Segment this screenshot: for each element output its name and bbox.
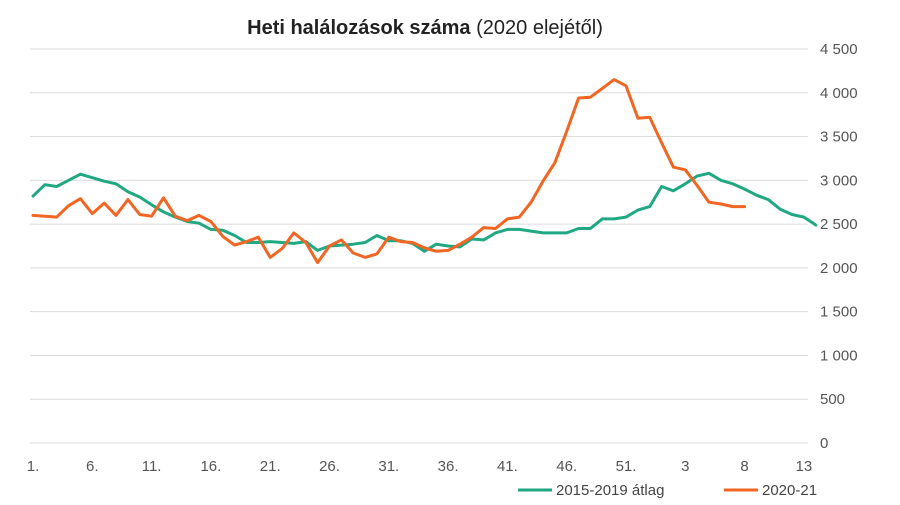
- legend: 2015-2019 átlag 2020-21: [518, 482, 817, 499]
- chart-title-rest: (2020 elejétől): [471, 17, 603, 39]
- y-tick-label: 0: [820, 435, 828, 452]
- y-axis-labels: 0 500 1 000 1 500 2 000 2 500 3 000 3 500 4 000 4…: [820, 41, 858, 452]
- legend-label-2: 2020-21: [762, 482, 817, 499]
- chart-title: Heti halálozások száma (2020 elejétől): [247, 17, 603, 39]
- series-line-2: [31, 78, 747, 265]
- x-tick-label: 6.: [86, 458, 99, 475]
- x-tick-label: 8: [740, 458, 748, 475]
- x-tick-label: 31.: [378, 458, 399, 475]
- x-tick-label: 51.: [616, 458, 637, 475]
- x-tick-label: 26.: [319, 458, 340, 475]
- y-tick-label: 3 500: [820, 129, 858, 146]
- x-tick-label: 11.: [142, 458, 162, 475]
- x-tick-label: 3: [681, 458, 689, 475]
- y-tick-label: 3 000: [820, 172, 858, 189]
- grid-lines: [30, 48, 808, 444]
- y-tick-label: 2 500: [820, 216, 858, 233]
- series-lines: [31, 78, 818, 265]
- chart-title-bold: Heti halálozások száma: [247, 17, 471, 39]
- y-tick-label: 2 000: [820, 260, 858, 277]
- x-tick-label: 16.: [200, 458, 221, 475]
- x-tick-label: 1.: [27, 458, 40, 475]
- x-tick-label: 46.: [556, 458, 577, 475]
- x-tick-label: 13: [796, 458, 813, 475]
- y-tick-label: 4 000: [820, 85, 858, 102]
- x-tick-label: 36.: [438, 458, 459, 475]
- y-tick-label: 1 000: [820, 347, 858, 364]
- legend-label-1: 2015-2019 átlag: [556, 482, 664, 499]
- y-tick-label: 1 500: [820, 304, 858, 321]
- x-axis-labels: 1. 6. 11. 16. 21. 26. 31. 36. 41. 46. 51. 3 8 13: [27, 458, 813, 475]
- x-tick-label: 41.: [497, 458, 518, 475]
- y-tick-label: 4 500: [820, 41, 858, 58]
- x-tick-label: 21.: [260, 458, 281, 475]
- series-line-1: [31, 171, 818, 253]
- y-tick-label: 500: [820, 391, 845, 408]
